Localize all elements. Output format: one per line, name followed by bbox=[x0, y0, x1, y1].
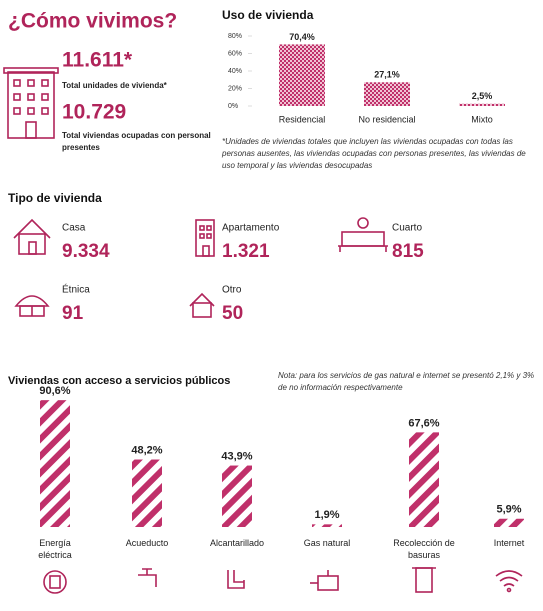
category-label: Internet bbox=[493, 538, 525, 548]
ethnic-icon bbox=[14, 295, 50, 317]
category-label: Gas natural bbox=[303, 538, 351, 548]
type-value: 50 bbox=[222, 303, 243, 324]
bar bbox=[312, 524, 342, 527]
servicios-note: Nota: para los servicios de gas natural … bbox=[278, 371, 535, 392]
value-label: 5,9% bbox=[496, 504, 521, 516]
bar bbox=[40, 400, 70, 527]
bar bbox=[409, 432, 439, 527]
servicios-title: Viviendas con acceso a servicios público… bbox=[8, 375, 230, 387]
value-label: 2,5% bbox=[472, 91, 493, 101]
bar bbox=[279, 44, 325, 106]
type-label: Otro bbox=[222, 285, 242, 296]
bar bbox=[222, 465, 252, 527]
service-icons bbox=[43, 567, 523, 594]
type-label: Cuarto bbox=[392, 223, 422, 234]
y-tick-label: 40% bbox=[228, 68, 242, 75]
bar bbox=[459, 103, 505, 106]
occupied-value: 10.729 bbox=[62, 101, 126, 124]
category-label: Alcantarillado bbox=[209, 538, 265, 548]
bar bbox=[132, 459, 162, 527]
type-label: Casa bbox=[62, 223, 86, 234]
type-value: 91 bbox=[62, 303, 84, 324]
y-tick-label: 0% bbox=[228, 103, 238, 110]
total-label: Total unidades de vivienda* bbox=[62, 81, 168, 90]
building-icon bbox=[3, 67, 59, 139]
y-tick-label: 80% bbox=[228, 33, 242, 40]
type-value: 9.334 bbox=[62, 241, 110, 262]
bar bbox=[494, 518, 524, 527]
category-label: Acueducto bbox=[125, 538, 169, 548]
house-icon bbox=[13, 218, 51, 255]
y-tick-label: 20% bbox=[228, 85, 242, 92]
value-label: 43,9% bbox=[221, 450, 252, 462]
type-value: 815 bbox=[392, 241, 424, 262]
value-label: 48,2% bbox=[131, 444, 162, 456]
value-label: 70,4% bbox=[289, 32, 315, 42]
tipo-title: Tipo de vivienda bbox=[8, 191, 102, 205]
type-label: Étnica bbox=[62, 283, 90, 296]
page-title: ¿Cómo vivimos? bbox=[8, 10, 177, 33]
value-label: 27,1% bbox=[374, 70, 400, 80]
other-icon bbox=[189, 292, 215, 318]
bar bbox=[364, 82, 410, 106]
total-value: 11.611* bbox=[62, 49, 133, 72]
uso-note: *Unidades de viviendas totales que inclu… bbox=[222, 137, 526, 170]
category-label: Energía eléctrica bbox=[38, 538, 72, 560]
category-label: Recolección de basuras bbox=[393, 538, 455, 560]
value-label: 90,6% bbox=[39, 385, 70, 397]
apartment-icon bbox=[195, 219, 215, 257]
value-label: 1,9% bbox=[314, 509, 339, 521]
value-label: 67,6% bbox=[408, 417, 439, 429]
y-tick-label: 60% bbox=[228, 50, 242, 57]
type-value: 1.321 bbox=[222, 241, 270, 262]
x-tick-label: Residencial bbox=[279, 114, 326, 124]
x-tick-label: Mixto bbox=[471, 114, 493, 124]
uso-title: Uso de vivienda bbox=[222, 8, 314, 22]
occupied-label: Total viviendas ocupadas con personal pr… bbox=[62, 131, 211, 152]
room-icon bbox=[338, 217, 388, 252]
x-tick-label: No residencial bbox=[358, 114, 415, 124]
type-label: Apartamento bbox=[222, 223, 280, 234]
